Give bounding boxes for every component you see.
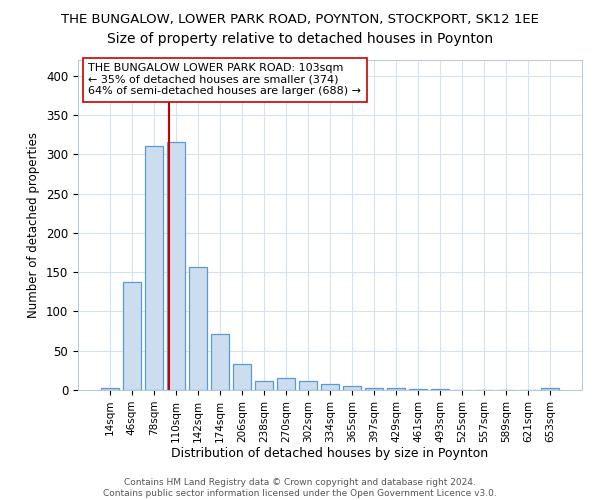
X-axis label: Distribution of detached houses by size in Poynton: Distribution of detached houses by size …	[172, 448, 488, 460]
Bar	[211, 334, 229, 390]
Bar	[277, 378, 295, 390]
Bar	[123, 282, 140, 390]
Bar	[255, 380, 273, 390]
Bar	[101, 388, 119, 390]
Bar	[431, 389, 449, 390]
Bar	[233, 364, 251, 390]
Bar	[145, 146, 163, 390]
Bar	[189, 266, 206, 390]
Text: Size of property relative to detached houses in Poynton: Size of property relative to detached ho…	[107, 32, 493, 46]
Bar	[167, 142, 185, 390]
Bar	[409, 389, 427, 390]
Y-axis label: Number of detached properties: Number of detached properties	[28, 132, 40, 318]
Bar	[365, 388, 383, 390]
Bar	[541, 388, 559, 390]
Bar	[299, 380, 317, 390]
Bar	[343, 386, 361, 390]
Text: THE BUNGALOW LOWER PARK ROAD: 103sqm
← 35% of detached houses are smaller (374)
: THE BUNGALOW LOWER PARK ROAD: 103sqm ← 3…	[88, 64, 361, 96]
Text: Contains HM Land Registry data © Crown copyright and database right 2024.
Contai: Contains HM Land Registry data © Crown c…	[103, 478, 497, 498]
Text: THE BUNGALOW, LOWER PARK ROAD, POYNTON, STOCKPORT, SK12 1EE: THE BUNGALOW, LOWER PARK ROAD, POYNTON, …	[61, 12, 539, 26]
Bar	[321, 384, 339, 390]
Bar	[387, 388, 405, 390]
